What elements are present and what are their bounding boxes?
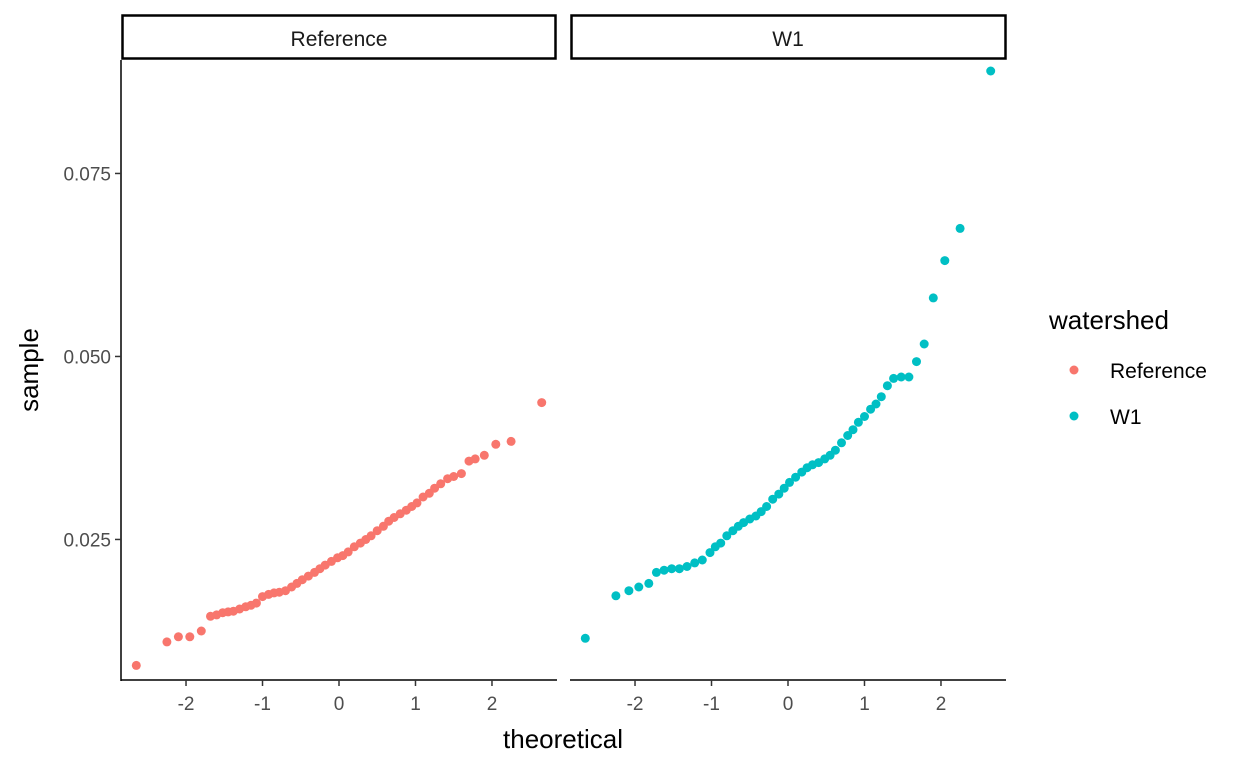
data-point — [667, 564, 677, 574]
data-point — [624, 586, 634, 596]
data-point — [196, 626, 206, 636]
data-point — [843, 431, 853, 440]
points-w1 — [580, 66, 996, 643]
data-point — [882, 381, 892, 391]
data-point — [848, 425, 858, 435]
data-point — [456, 469, 466, 479]
legend-key-w1 — [1069, 411, 1079, 421]
y-axis-title: sample — [14, 328, 44, 412]
data-point — [343, 547, 353, 557]
x-tick-label: 0 — [334, 694, 345, 715]
x-tick-label: 2 — [936, 694, 947, 715]
data-point — [185, 632, 195, 642]
strip-label-reference: Reference — [291, 28, 388, 51]
data-point — [940, 256, 950, 266]
data-point — [644, 578, 654, 588]
data-point — [853, 417, 863, 427]
data-point — [889, 373, 899, 383]
data-point — [697, 555, 707, 565]
data-point — [162, 637, 172, 647]
data-point — [506, 436, 516, 446]
y-ticks: 0.025 0.050 0.075 — [63, 164, 121, 551]
data-point — [682, 562, 692, 571]
panel-w1: W1 -2 -1 0 1 2 — [570, 14, 1007, 715]
data-point — [705, 548, 715, 558]
data-point — [904, 372, 914, 382]
data-point — [919, 339, 929, 349]
strip-w1 — [570, 14, 1007, 60]
x-tick-label: 1 — [410, 694, 421, 715]
points-reference — [131, 398, 547, 670]
data-point — [912, 357, 921, 367]
data-point — [768, 494, 778, 504]
x-tick-label: -2 — [627, 694, 644, 715]
strip-reference — [121, 14, 557, 60]
data-point — [173, 632, 183, 642]
x-tick-label: -1 — [703, 694, 720, 715]
data-point — [774, 489, 784, 499]
data-point — [436, 479, 446, 489]
x-axis-title: theoretical — [503, 724, 623, 754]
y-tick-label: 0.075 — [63, 164, 111, 185]
x-ticks-reference: -2 -1 0 1 2 — [178, 680, 498, 715]
data-point — [837, 438, 846, 448]
data-point — [611, 591, 621, 601]
legend-label-w1: W1 — [1110, 406, 1142, 429]
x-tick-label: 0 — [783, 694, 794, 715]
data-point — [716, 538, 726, 548]
data-point — [659, 565, 669, 575]
data-point — [955, 223, 965, 233]
data-point — [762, 502, 772, 511]
panel-reference: Reference -2 -1 0 1 2 0.025 0.050 0.075 — [63, 14, 557, 715]
data-point — [722, 531, 732, 541]
legend-label-reference: Reference — [1110, 360, 1207, 383]
x-tick-label: -2 — [178, 694, 195, 715]
data-point — [986, 66, 996, 76]
data-point — [479, 450, 489, 460]
legend: watershed Reference W1 — [1048, 305, 1207, 429]
data-point — [634, 582, 644, 592]
data-point — [651, 567, 661, 577]
data-point — [491, 439, 501, 449]
data-point — [785, 477, 794, 487]
data-point — [690, 558, 700, 568]
data-point — [366, 531, 376, 541]
data-point — [251, 598, 261, 608]
data-point — [131, 660, 141, 670]
x-ticks-w1: -2 -1 0 1 2 — [627, 680, 947, 715]
x-tick-label: 1 — [859, 694, 870, 715]
data-point — [871, 399, 881, 409]
data-point — [412, 498, 422, 508]
legend-key-reference — [1069, 365, 1079, 375]
data-point — [674, 564, 684, 574]
data-point — [928, 293, 938, 303]
x-tick-label: 2 — [487, 694, 498, 715]
data-point — [537, 398, 547, 408]
data-point — [791, 472, 801, 482]
data-point — [779, 483, 789, 493]
strip-label-w1: W1 — [772, 28, 804, 51]
data-point — [580, 633, 590, 643]
data-point — [876, 392, 886, 402]
data-point — [830, 445, 840, 455]
x-tick-label: -1 — [254, 694, 271, 715]
data-point — [896, 372, 906, 382]
y-tick-label: 0.025 — [63, 530, 111, 551]
data-point — [449, 472, 459, 481]
y-tick-label: 0.050 — [63, 347, 111, 368]
data-point — [860, 412, 869, 421]
data-point — [470, 454, 480, 464]
legend-title: watershed — [1048, 305, 1169, 335]
